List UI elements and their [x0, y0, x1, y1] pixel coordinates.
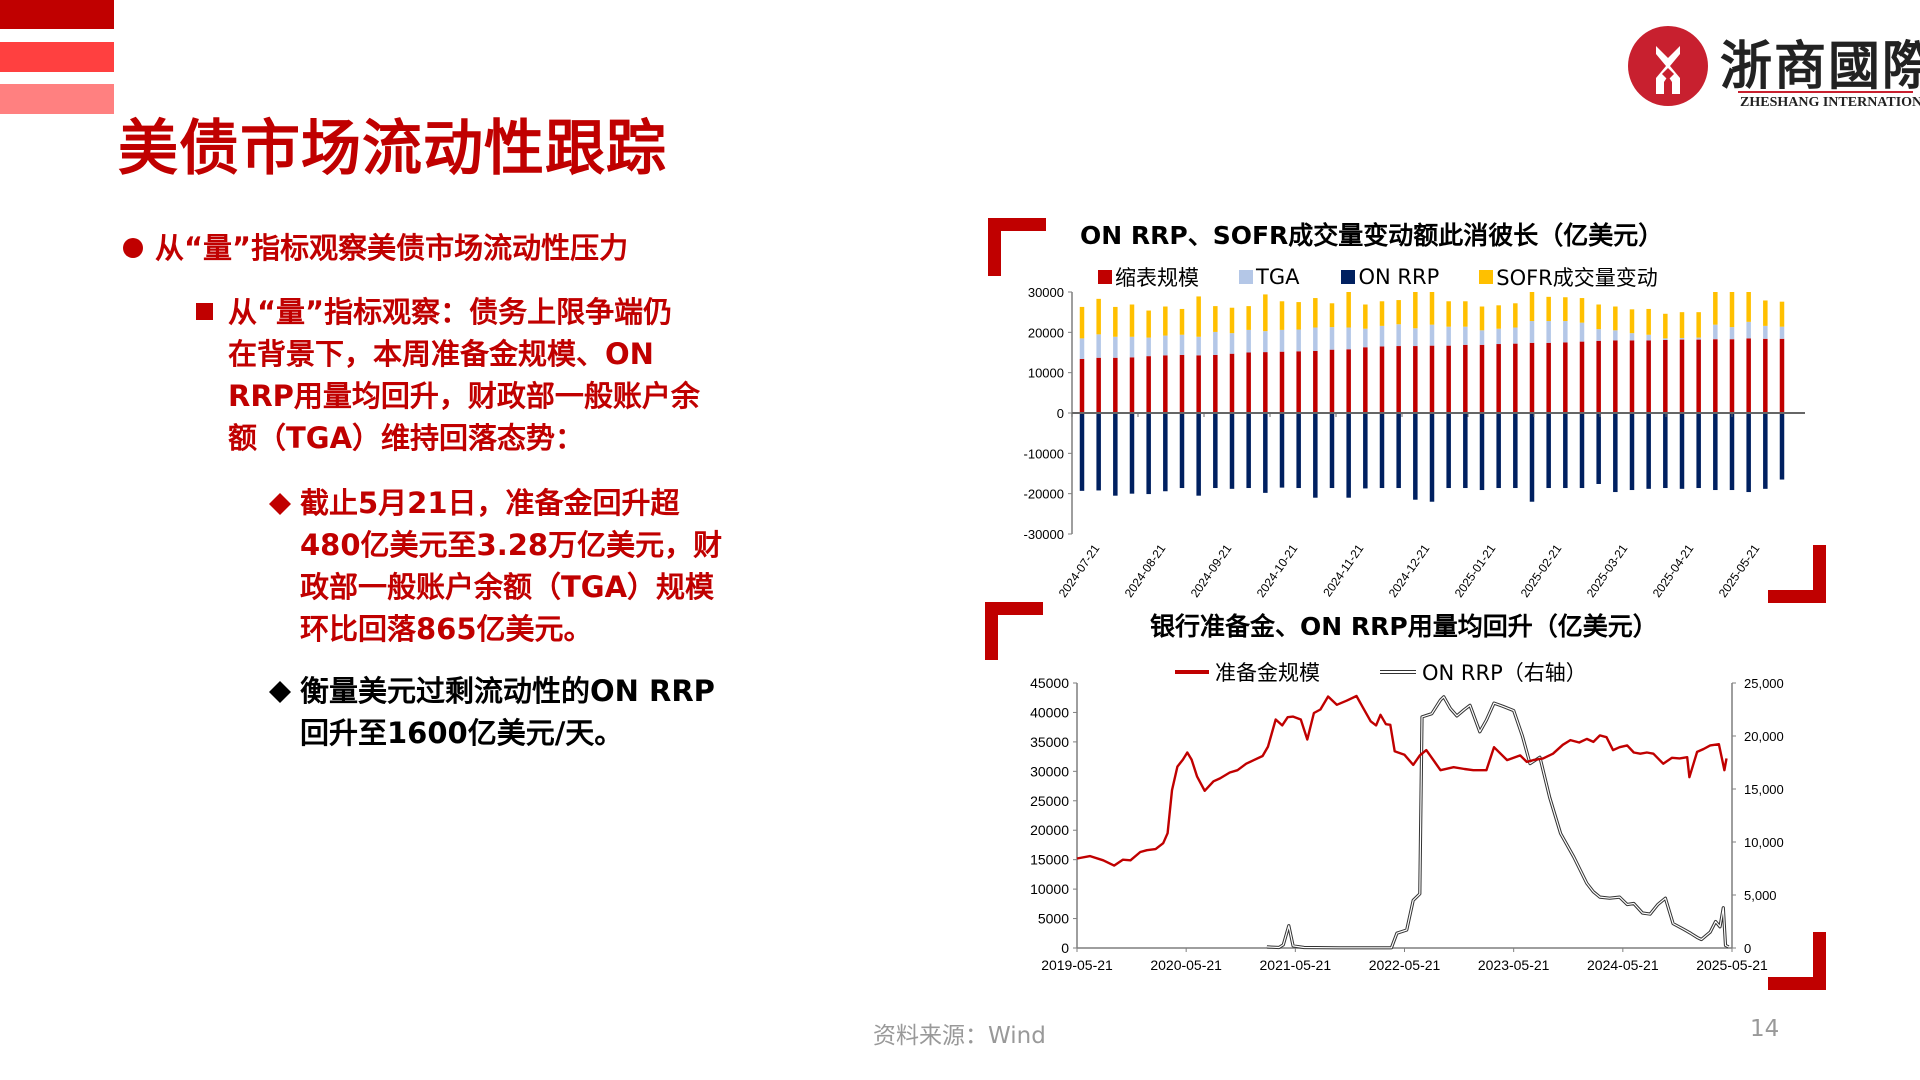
svg-text:2025-03-21: 2025-03-21: [1584, 541, 1631, 600]
svg-text:5000: 5000: [1038, 911, 1069, 927]
svg-text:2020-05-21: 2020-05-21: [1150, 957, 1222, 973]
svg-text:2023-05-21: 2023-05-21: [1478, 957, 1550, 973]
svg-text:2024-10-21: 2024-10-21: [1254, 541, 1301, 600]
logo-glyph-icon: [1656, 46, 1680, 94]
diamond1-line: 截止5月21日，准备金回升超: [300, 486, 680, 520]
legend-label: SOFR成交量变动: [1496, 266, 1658, 290]
legend-label: 缩表规模: [1115, 266, 1199, 290]
header-deco-bar-1: [0, 0, 114, 29]
legend-label: ON RRP: [1358, 265, 1440, 289]
svg-text:-10000: -10000: [1024, 446, 1064, 461]
logo-emblem-icon: [1628, 26, 1708, 106]
diamond1-line: 环比回落865亿美元。: [300, 612, 593, 646]
diamond1-line: 政部一般账户余额（TGA）规模: [300, 570, 715, 604]
svg-text:2025-04-21: 2025-04-21: [1650, 541, 1697, 600]
legend-swatch: [1479, 270, 1494, 284]
svg-text:2024-09-21: 2024-09-21: [1188, 541, 1235, 600]
sub-bullet-line: 在背景下，本周准备金规模、ON: [228, 337, 654, 371]
svg-text:0: 0: [1744, 941, 1751, 956]
diamond2-line: 衡量美元过剩流动性的ON RRP: [300, 674, 715, 708]
legend-line-swatch: [1175, 670, 1209, 674]
svg-text:25,000: 25,000: [1744, 676, 1784, 691]
sub-bullet-line: 额（TGA）维持回落态势：: [228, 421, 585, 455]
svg-text:10,000: 10,000: [1744, 835, 1784, 850]
legend-item: 准备金规模: [1175, 657, 1320, 687]
bullet-square-icon: [196, 303, 213, 320]
sub-bullet-line: RRP用量均回升，财政部一般账户余: [228, 379, 700, 413]
logo-divider: [1738, 91, 1913, 93]
svg-text:10000: 10000: [1028, 366, 1064, 381]
svg-text:25000: 25000: [1030, 793, 1069, 809]
svg-text:5,000: 5,000: [1744, 888, 1777, 903]
svg-text:2024-11-21: 2024-11-21: [1320, 541, 1366, 599]
svg-text:2021-05-21: 2021-05-21: [1260, 957, 1332, 973]
legend-item: TGA: [1239, 265, 1299, 289]
bullet1-text: 从“量”指标观察美债市场流动性压力: [155, 231, 629, 265]
line-chart-title: 银行准备金、ON RRP用量均回升（亿美元）: [1150, 612, 1658, 641]
bar-chart: 3000020000100000-10000-20000-300002024-0…: [1024, 285, 1805, 600]
company-logo: 浙商國際 ZHESHANG INTERNATIONAL: [1628, 22, 1920, 112]
corner-bracket-top-left: [988, 218, 1046, 276]
svg-text:2025-05-21: 2025-05-21: [1696, 957, 1768, 973]
svg-text:2022-05-21: 2022-05-21: [1369, 957, 1441, 973]
svg-text:-20000: -20000: [1024, 487, 1064, 502]
line-chart-legend: 准备金规模 ON RRP（右轴）: [1175, 657, 1633, 687]
header-deco-bar-3: [0, 84, 114, 114]
diamond1-line: 480亿美元至3.28万亿美元，财: [300, 528, 723, 562]
diamond-bullet-icon: [269, 493, 291, 515]
source-note: 资料来源：Wind: [873, 1023, 1046, 1049]
legend-line-swatch: [1380, 670, 1416, 674]
page-title: 美债市场流动性跟踪: [118, 114, 667, 184]
corner-bracket-bottom-right: [1768, 545, 1826, 603]
svg-text:20000: 20000: [1030, 822, 1069, 838]
svg-text:15,000: 15,000: [1744, 782, 1784, 797]
svg-text:2024-08-21: 2024-08-21: [1122, 541, 1169, 600]
legend-label: TGA: [1256, 265, 1300, 289]
legend-item: ON RRP: [1341, 265, 1439, 289]
svg-text:10000: 10000: [1030, 881, 1069, 897]
logo-name-en: ZHESHANG INTERNATIONAL: [1740, 95, 1920, 110]
svg-text:35000: 35000: [1030, 734, 1069, 750]
bullet-dot-icon: [123, 238, 143, 258]
svg-text:2024-05-21: 2024-05-21: [1587, 957, 1659, 973]
legend-swatch: [1341, 270, 1356, 284]
svg-text:2019-05-21: 2019-05-21: [1041, 957, 1113, 973]
svg-text:-30000: -30000: [1024, 527, 1064, 542]
page-number: 14: [1750, 1016, 1780, 1042]
svg-text:30000: 30000: [1028, 285, 1064, 300]
legend-label: 准备金规模: [1215, 661, 1320, 685]
svg-text:2025-02-21: 2025-02-21: [1518, 541, 1565, 600]
legend-item: 缩表规模: [1098, 262, 1199, 292]
sub-bullet-line: 从“量”指标观察：债务上限争端仍: [228, 295, 673, 329]
logo-name-cn: 浙商國際: [1720, 36, 1920, 97]
svg-text:2024-12-21: 2024-12-21: [1386, 541, 1433, 600]
svg-text:20000: 20000: [1028, 325, 1064, 340]
svg-text:2024-07-21: 2024-07-21: [1056, 541, 1103, 600]
legend-item: ON RRP（右轴）: [1380, 657, 1587, 687]
header-deco-bar-2: [0, 42, 114, 72]
svg-text:2025-01-21: 2025-01-21: [1452, 541, 1499, 600]
legend-swatch: [1239, 270, 1253, 284]
line-chart: 0 5000 10000 15000 20000 25000 30000 35000 40000…: [1030, 675, 1784, 973]
legend-swatch: [1098, 270, 1112, 284]
legend-label: ON RRP（右轴）: [1422, 661, 1587, 685]
diamond2-line: 回升至1600亿美元/天。: [300, 716, 624, 750]
corner-bracket-bottom-right: [1768, 932, 1826, 990]
bar-chart-legend: 缩表规模 TGA ON RRP SOFR成交量变动: [1098, 262, 1704, 292]
svg-text:30000: 30000: [1030, 763, 1069, 779]
svg-text:45000: 45000: [1030, 675, 1069, 691]
diamond-bullet-icon: [269, 681, 291, 703]
svg-text:0: 0: [1057, 406, 1064, 421]
svg-text:20,000: 20,000: [1744, 729, 1784, 744]
svg-text:2025-05-21: 2025-05-21: [1716, 541, 1763, 600]
svg-text:15000: 15000: [1030, 852, 1069, 868]
svg-text:0: 0: [1061, 940, 1069, 956]
legend-item: SOFR成交量变动: [1479, 262, 1658, 292]
svg-text:40000: 40000: [1030, 704, 1069, 720]
corner-bracket-top-left: [985, 602, 1043, 660]
bar-chart-title: ON RRP、SOFR成交量变动额此消彼长（亿美元）: [1080, 221, 1664, 250]
